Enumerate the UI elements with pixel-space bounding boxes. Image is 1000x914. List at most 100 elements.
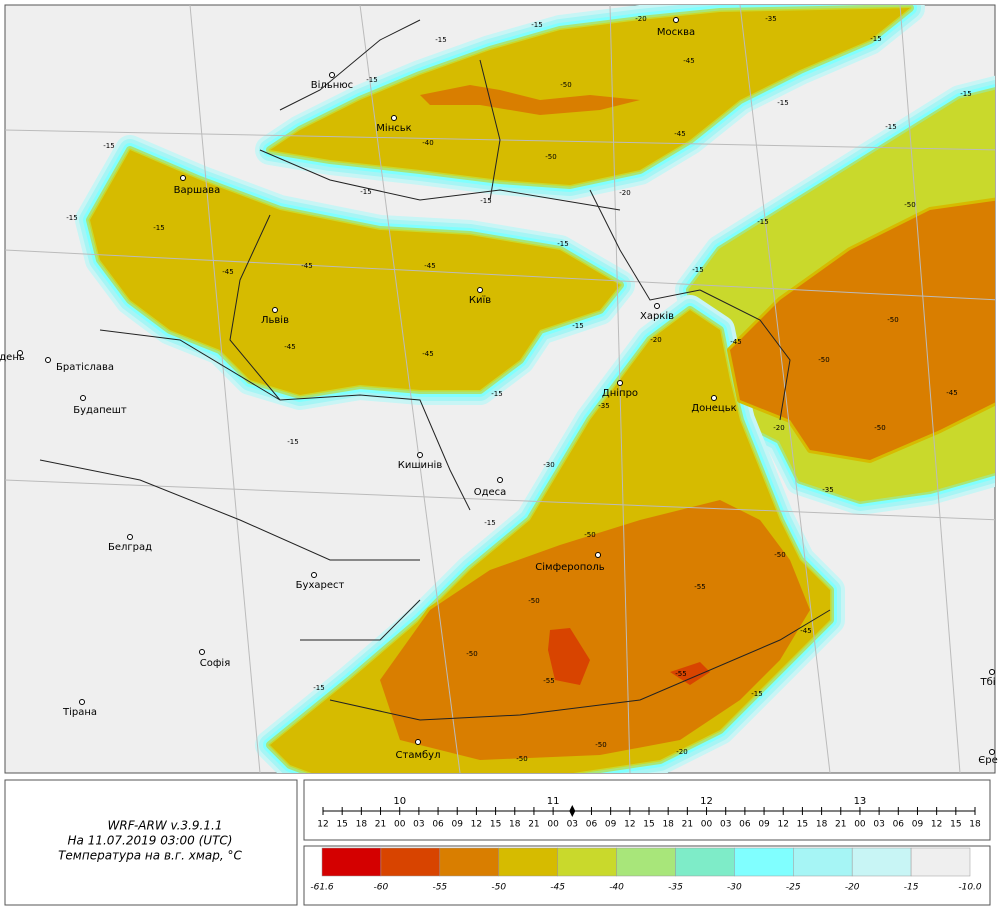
cloud-area [420,85,640,115]
city-marker [272,307,278,313]
contour-label: -50 [545,153,556,161]
contour-label: -50 [818,356,829,364]
timeline-hour: 00 [394,820,406,830]
timeline-hour: 21 [528,820,539,830]
contour-label: -55 [675,670,686,678]
timeline-hour: 03 [720,820,731,830]
legend-label: -35 [668,883,683,893]
contour-label: -20 [773,424,784,432]
timeline-hour: 06 [432,820,444,830]
timeline-hour: 09 [605,820,617,830]
city-marker [415,739,421,745]
contour-label: -15 [313,684,324,692]
meridian [359,5,461,773]
timeline-day: 10 [393,796,406,807]
legend-swatch [380,847,441,877]
timeline-hour: 21 [835,820,846,830]
border [589,189,701,301]
cloud-area [548,628,590,685]
contour-label: -50 [904,201,915,209]
timeline-hour: 00 [547,820,559,830]
legend-swatch [321,847,382,877]
timeline-hour: 18 [509,820,521,830]
contour-label: -15 [757,218,768,226]
city-marker [17,350,23,356]
meridian [189,5,261,773]
timeline-hour: 15 [950,820,961,830]
city-label: Братіслава [56,361,114,373]
city-marker [80,395,86,401]
city-label: Мінськ [376,122,411,134]
city-label: Бухарест [296,580,345,591]
contour-label: -20 [635,15,646,23]
contour-label: -35 [765,15,776,23]
parallel [5,129,995,151]
border [699,289,791,421]
timeline-hour: 06 [586,820,598,830]
city-marker [417,452,423,458]
border [279,394,471,511]
model-text: WRF-ARW v.3.9.1.1 [108,819,223,833]
contour-label: -45 [301,262,312,270]
contour-label: -15 [366,76,377,84]
contour-label: -15 [692,266,703,274]
timeline-box [303,779,991,841]
contour-label: -15 [480,197,491,205]
city-label: Софія [200,657,230,669]
city-marker [989,669,995,675]
contour-label: -15 [572,322,583,330]
legend-swatch [557,847,617,877]
contour-label: -45 [284,343,295,351]
contour-label: -15 [360,188,371,196]
contour-label: -15 [153,224,164,232]
timeline-hour: 06 [739,820,751,830]
city-label: Вільнюс [311,79,353,91]
cloud-area [90,150,620,395]
meridian [609,5,631,773]
city-marker [497,477,503,483]
cloud-layer [75,5,995,773]
city-label: Донецьк [691,403,736,414]
legend-label: -60 [374,883,389,893]
city-label: день [0,352,25,363]
contour-label: -15 [870,35,881,43]
contour-label: -45 [946,389,957,397]
timeline-hour: 18 [662,820,674,830]
city-marker [989,749,995,755]
legend-swatch [910,847,971,877]
contour-label: -45 [730,338,741,346]
legend-label: -45 [550,883,565,893]
timeline-day: 13 [854,796,867,807]
contour-label: -15 [491,390,502,398]
border [229,214,281,401]
city-label: Тірана [62,706,97,718]
city-label: Будапешт [73,405,127,416]
city-marker [617,380,623,386]
contour-label: -45 [674,130,685,138]
contour-label: -20 [650,336,661,344]
city-label: Харків [640,310,674,322]
borders [5,5,995,773]
timeline-hour: 09 [452,820,464,830]
timeline-hour: 15 [797,820,808,830]
border [300,599,421,641]
city-marker [127,534,133,540]
contour-label: -15 [557,240,568,248]
contour-label: -15 [885,123,896,131]
contour-label: -15 [435,36,446,44]
legend-swatch [439,847,499,877]
contour-label: -55 [543,677,554,685]
legend-swatch [616,847,676,877]
meridian [899,5,961,773]
city-marker [595,552,601,558]
city-label: Львів [261,314,289,326]
city-label: Сімферополь [535,561,605,573]
legend-swatch [675,847,735,877]
city-marker [711,395,717,401]
contour-label: -15 [103,142,114,150]
city-label: Кишинів [398,459,443,471]
time-text: На 11.07.2019 03:00 (UTC) [68,834,233,848]
contour-label: -15 [960,90,971,98]
timeline-hour: 15 [490,820,501,830]
timeline-hour: 12 [624,820,635,830]
